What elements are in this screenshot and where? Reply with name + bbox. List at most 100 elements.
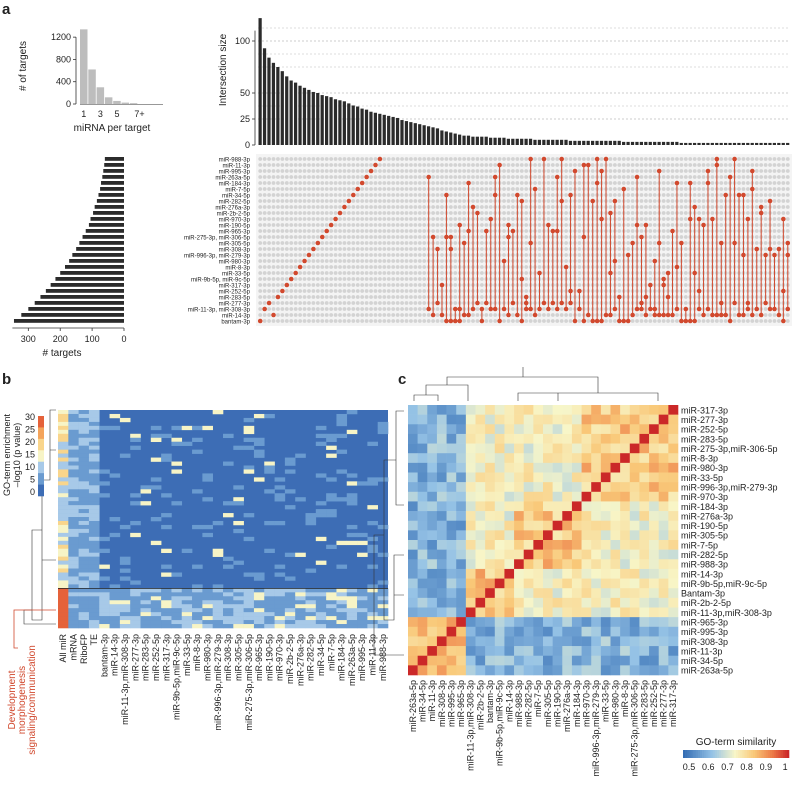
heatmap-b-cell: [315, 509, 327, 514]
matrix-dot: [315, 307, 320, 311]
matrix-active-dot: [634, 306, 640, 312]
matrix-dot: [719, 229, 724, 233]
heatmap-b-cell: [68, 592, 79, 597]
matrix-dot: [400, 217, 404, 221]
matrix-dot: [386, 301, 391, 305]
matrix-dot: [276, 205, 280, 209]
matrix-active-dot: [448, 318, 454, 324]
matrix-dot: [453, 187, 458, 191]
heatmap-c-cell: [427, 491, 438, 502]
heatmap-c-cell: [408, 501, 418, 512]
matrix-dot: [346, 235, 351, 239]
heatmap-c-cell: [427, 453, 438, 464]
matrix-dot: [276, 283, 280, 287]
matrix-dot: [488, 211, 493, 215]
matrix-background: [256, 154, 792, 326]
heatmap-b-legend-swatch: [38, 473, 44, 485]
heatmap-b-cell: [295, 497, 306, 502]
heatmap-b-cell: [88, 608, 100, 613]
matrix-dot: [457, 175, 462, 179]
matrix-active-dot: [577, 306, 582, 312]
matrix-dot: [617, 241, 622, 245]
matrix-dot: [284, 223, 289, 227]
matrix-dot: [435, 157, 440, 161]
heatmap-b-cell: [367, 592, 378, 597]
set-label: miR-9b-5p, miR-9c-5p: [191, 278, 251, 284]
heatmap-b-cell: [233, 624, 244, 629]
heatmap-c-cell: [494, 491, 505, 502]
heatmap-b-cell: [171, 612, 183, 617]
matrix-dot: [351, 265, 356, 269]
matrix-dot: [493, 163, 498, 167]
matrix-dot: [413, 283, 418, 287]
heatmap-c-cell: [514, 472, 525, 483]
heatmap-b-cell: [78, 552, 90, 557]
matrix-dot: [710, 169, 715, 173]
matrix-dot: [475, 205, 480, 209]
heatmap-b-cell: [68, 548, 79, 553]
matrix-dot: [391, 217, 396, 221]
heatmap-b-cell: [315, 596, 327, 601]
matrix-dot: [302, 235, 307, 239]
matrix-dot: [338, 271, 342, 275]
matrix-dot: [537, 187, 542, 191]
matrix-dot: [772, 193, 777, 197]
matrix-dot: [320, 211, 325, 215]
matrix-dot: [697, 169, 702, 173]
matrix-dot: [333, 187, 338, 191]
matrix-dot: [395, 205, 400, 209]
matrix-dot: [639, 205, 644, 209]
matrix-dot: [311, 253, 316, 257]
matrix-dot: [524, 223, 529, 227]
matrix-dot: [400, 193, 404, 197]
intersection-bar: [431, 127, 435, 145]
matrix-dot: [564, 199, 569, 203]
heatmap-b-cell: [284, 552, 296, 557]
matrix-dot: [378, 217, 382, 221]
heatmap-b-cell: [171, 441, 183, 446]
matrix-dot: [564, 229, 569, 233]
heatmap-b-cell: [78, 505, 90, 510]
matrix-dot: [395, 289, 400, 293]
heatmap-b-cell: [243, 417, 255, 423]
heatmap-b-cell: [171, 600, 183, 605]
heatmap-b-cell: [315, 612, 327, 617]
matrix-dot: [262, 253, 267, 257]
heatmap-b-cell: [68, 576, 79, 581]
matrix-dot: [382, 163, 387, 167]
matrix-dot: [307, 283, 311, 287]
matrix-dot: [258, 301, 263, 305]
heatmap-c-cell: [485, 472, 496, 483]
heatmap-b-cell: [78, 445, 90, 450]
matrix-dot: [626, 211, 631, 215]
set-label: miR-190-5p: [219, 224, 251, 230]
matrix-dot: [683, 181, 688, 185]
matrix-active-dot: [648, 306, 653, 312]
matrix-dot: [511, 157, 515, 161]
matrix-dot: [369, 319, 373, 323]
matrix-active-dot: [758, 210, 764, 216]
matrix-active-dot: [559, 300, 564, 306]
matrix-dot: [666, 187, 670, 191]
matrix-dot: [741, 169, 746, 173]
heatmap-c-cell: [639, 482, 650, 493]
matrix-dot: [315, 259, 320, 263]
matrix-dot: [346, 289, 351, 293]
matrix-dot: [772, 169, 777, 173]
matrix-dot: [293, 301, 298, 305]
matrix-dot: [351, 241, 356, 245]
matrix-active-dot: [537, 306, 542, 312]
heatmap-b-cell: [315, 560, 327, 565]
matrix-dot: [453, 157, 458, 161]
heatmap-b-cell: [181, 604, 193, 609]
heatmap-c-cell: [600, 491, 611, 502]
matrix-active-dot: [608, 270, 613, 276]
matrix-dot: [511, 199, 515, 203]
matrix-dot: [262, 301, 267, 305]
heatmap-b-cell: [78, 600, 90, 605]
matrix-dot: [342, 199, 347, 203]
heatmap-b-cell: [346, 497, 358, 502]
heatmap-b-column-label: miR-275-3p,miR-306-5p: [244, 634, 254, 731]
heatmap-c-cell: [552, 414, 563, 425]
matrix-dot: [302, 217, 307, 221]
